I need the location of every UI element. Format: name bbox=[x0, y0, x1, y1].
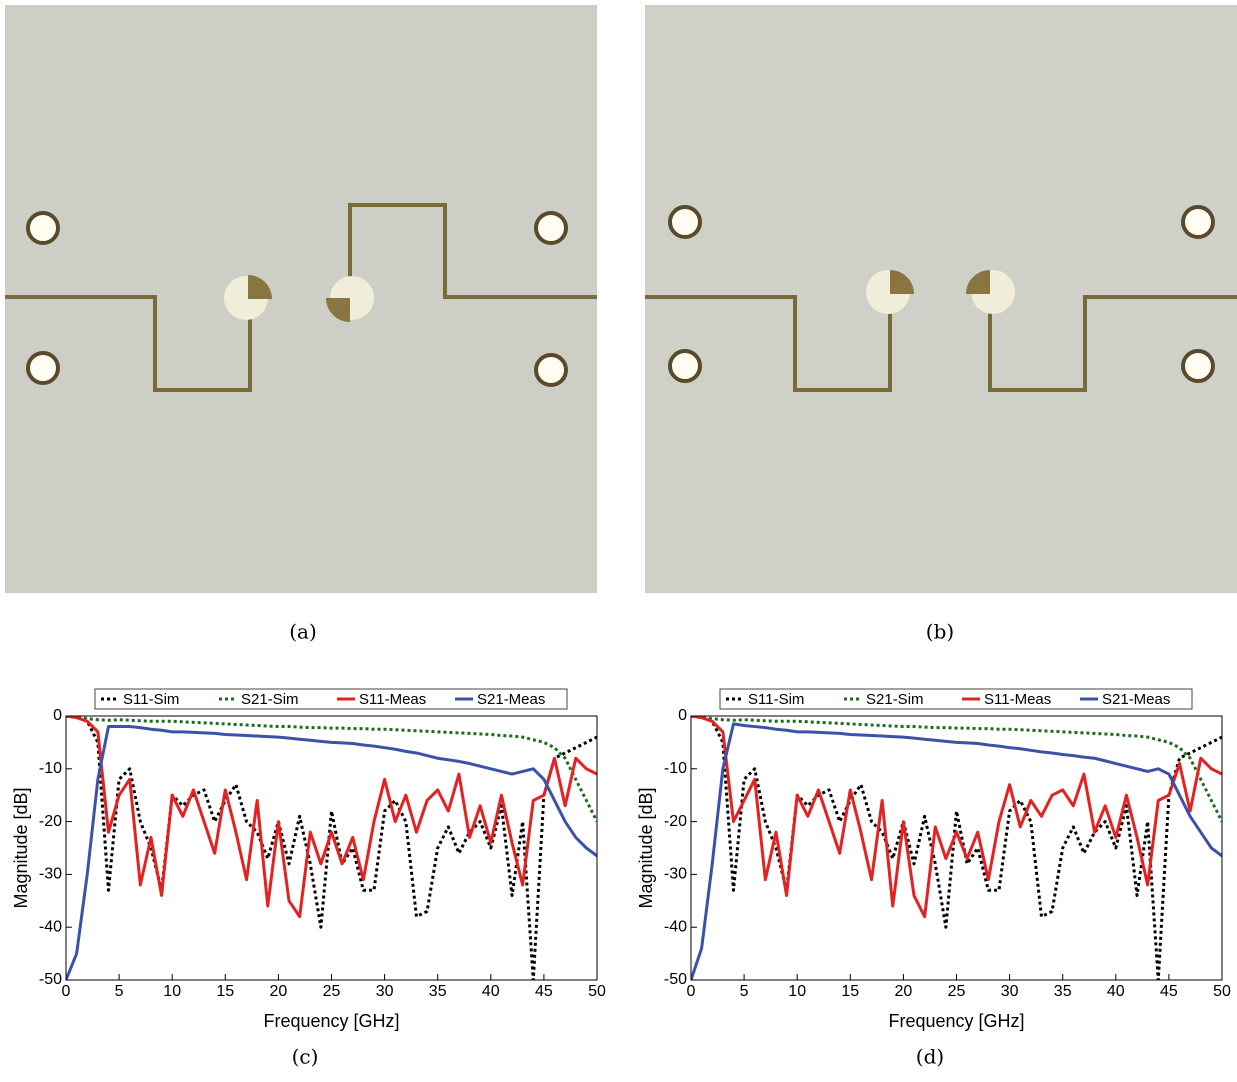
x-tick-label: 25 bbox=[323, 983, 341, 1000]
photo-a bbox=[5, 5, 597, 593]
caption: (c) bbox=[292, 1045, 319, 1069]
trace bbox=[988, 290, 1237, 392]
trace bbox=[348, 203, 597, 315]
series-line bbox=[691, 716, 1222, 980]
series-line bbox=[66, 716, 597, 919]
y-tick-label: 0 bbox=[53, 707, 62, 724]
x-tick-label: 50 bbox=[1213, 983, 1231, 1000]
y-tick-label: -10 bbox=[39, 760, 62, 777]
y-axis-label: Magnitude [dB] bbox=[636, 787, 656, 908]
legend-label: S21-Meas bbox=[477, 691, 545, 708]
x-tick-label: 5 bbox=[115, 983, 124, 1000]
x-tick-label: 20 bbox=[895, 983, 913, 1000]
x-tick-label: 0 bbox=[62, 983, 71, 1000]
holes bbox=[26, 211, 568, 387]
legend-label: S11-Sim bbox=[123, 691, 179, 708]
series-line bbox=[691, 722, 1222, 980]
x-tick-label: 15 bbox=[841, 983, 859, 1000]
x-tick-label: 45 bbox=[535, 983, 553, 1000]
series-line bbox=[691, 716, 1222, 823]
x-tick-label: 40 bbox=[1107, 983, 1125, 1000]
x-tick-label: 35 bbox=[429, 983, 447, 1000]
legend-label: S21-Sim bbox=[866, 691, 924, 708]
x-tick-label: 45 bbox=[1160, 983, 1178, 1000]
series-line bbox=[66, 725, 597, 980]
y-tick-label: -30 bbox=[664, 866, 687, 883]
y-tick-label: -20 bbox=[664, 813, 687, 830]
chart: 0 5 10 15 20 25 30 35 40 45 50 -50 -40 -30 -20 -10 0 Freq… bbox=[11, 688, 606, 1031]
x-axis-label: Frequency [GHz] bbox=[263, 1011, 399, 1031]
legend-label: S11-Sim bbox=[748, 691, 804, 708]
stub bbox=[890, 270, 914, 294]
stub bbox=[966, 270, 990, 294]
trace bbox=[5, 290, 252, 392]
y-tick-label: -50 bbox=[664, 971, 687, 988]
y-tick-label: -40 bbox=[39, 918, 62, 935]
x-tick-label: 50 bbox=[588, 983, 606, 1000]
legend-box bbox=[94, 688, 568, 710]
series-line bbox=[691, 716, 1222, 919]
x-tick-label: 25 bbox=[948, 983, 966, 1000]
series-line bbox=[66, 716, 597, 823]
x-tick-label: 10 bbox=[788, 983, 806, 1000]
y-tick-label: -10 bbox=[664, 760, 687, 777]
x-tick-label: 30 bbox=[1001, 983, 1019, 1000]
x-tick-label: 35 bbox=[1054, 983, 1072, 1000]
series-line bbox=[66, 716, 597, 980]
plot-area bbox=[691, 716, 1222, 980]
y-tick-label: -40 bbox=[664, 918, 687, 935]
x-tick-label: 15 bbox=[216, 983, 234, 1000]
caption: (a) bbox=[289, 620, 317, 644]
photo-b bbox=[645, 5, 1237, 593]
y-tick-label: -30 bbox=[39, 866, 62, 883]
x-tick-label: 10 bbox=[163, 983, 181, 1000]
y-tick-label: -50 bbox=[39, 971, 62, 988]
x-tick-label: 5 bbox=[740, 983, 749, 1000]
legend-label: S11-Meas bbox=[984, 691, 1051, 708]
caption: (b) bbox=[926, 620, 954, 644]
plot-frame bbox=[65, 715, 598, 981]
legend-label: S21-Meas bbox=[1102, 691, 1170, 708]
caption: (d) bbox=[916, 1045, 944, 1069]
chart: 0 5 10 15 20 25 30 35 40 45 50 -50 -40 -30 -20 -10 0 Freq… bbox=[636, 688, 1231, 1031]
stub bbox=[248, 275, 272, 299]
legend-box bbox=[719, 688, 1193, 710]
plot-area bbox=[66, 716, 597, 980]
y-tick-label: 0 bbox=[678, 707, 687, 724]
legend-label: S11-Meas bbox=[359, 691, 426, 708]
y-axis-label: Magnitude [dB] bbox=[11, 787, 31, 908]
x-tick-label: 30 bbox=[376, 983, 394, 1000]
legend-label: S21-Sim bbox=[241, 691, 299, 708]
holes bbox=[668, 205, 1215, 383]
plot-frame bbox=[690, 715, 1223, 981]
x-tick-label: 0 bbox=[687, 983, 696, 1000]
x-tick-label: 20 bbox=[270, 983, 288, 1000]
trace bbox=[645, 290, 892, 392]
x-axis-label: Frequency [GHz] bbox=[888, 1011, 1024, 1031]
x-tick-label: 40 bbox=[482, 983, 500, 1000]
stub bbox=[326, 298, 350, 322]
y-tick-label: -20 bbox=[39, 813, 62, 830]
